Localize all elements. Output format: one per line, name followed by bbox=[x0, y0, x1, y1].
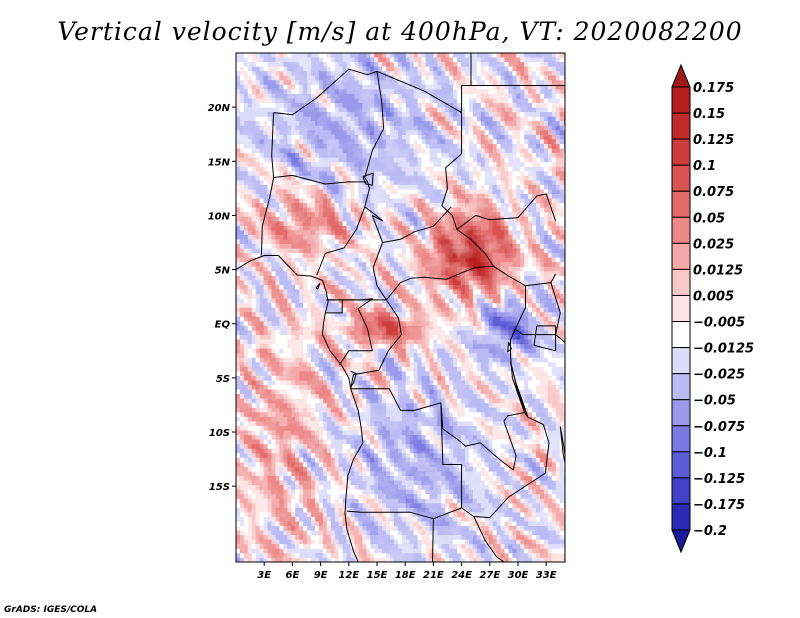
chart-title: Vertical velocity [m/s] at 400hPa, VT: 2… bbox=[57, 17, 742, 46]
velocity-field bbox=[236, 53, 565, 562]
